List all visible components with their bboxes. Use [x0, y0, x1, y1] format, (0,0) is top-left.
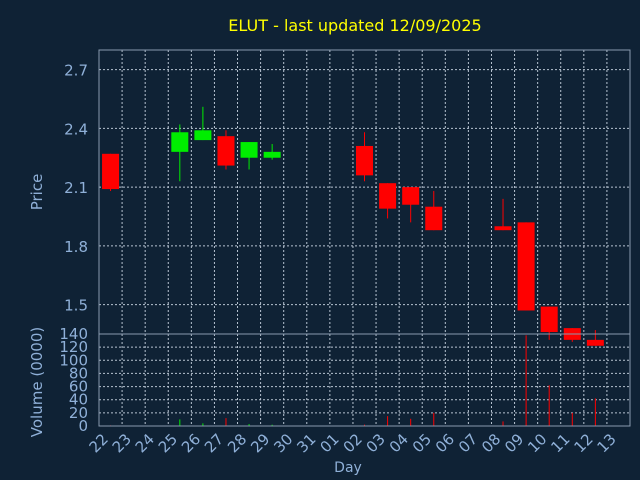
- price-tick-label: 1.8: [64, 238, 88, 256]
- panel-frames: [98, 49, 631, 427]
- candle-body: [240, 142, 258, 158]
- volume-panel-frame: [98, 333, 631, 427]
- volume-tick-label: 40: [69, 391, 88, 409]
- candle-body: [171, 132, 189, 152]
- volume-grid: [99, 333, 630, 427]
- price-tick-label: 2.7: [64, 62, 88, 80]
- price-tick-label: 2.1: [64, 179, 88, 197]
- price-tick-label: 1.5: [64, 297, 88, 315]
- chart-title: ELUT - last updated 12/09/2025: [228, 16, 481, 35]
- x-axis-label: Day: [334, 460, 362, 476]
- candle-body: [263, 151, 281, 158]
- candle-body: [194, 130, 212, 141]
- candle-body: [379, 183, 397, 209]
- candle-body: [102, 153, 120, 190]
- candle-body: [517, 222, 535, 311]
- candle-body: [402, 187, 420, 205]
- candle-body: [356, 145, 373, 176]
- price-tick-label: 2.4: [64, 120, 88, 138]
- volume-tick-label: 20: [69, 404, 88, 422]
- price-grid: [99, 50, 630, 334]
- candle-body: [494, 226, 512, 231]
- candle-body: [217, 136, 235, 166]
- axis-ticks: 2.72.42.11.81.51401201008060402002223242…: [59, 62, 619, 457]
- price-axis-label: Price: [28, 174, 46, 211]
- candle-body: [586, 339, 604, 346]
- price-panel-frame: [98, 49, 631, 335]
- volume-axis-label: Volume (0000): [28, 327, 46, 437]
- volume-tick-label: 0: [78, 417, 88, 435]
- volume-tick-label: 140: [59, 325, 88, 343]
- candle-body: [540, 306, 558, 333]
- volume-tick-label: 100: [59, 351, 88, 369]
- candles: [102, 106, 604, 346]
- volume-bars: [110, 335, 596, 426]
- volume-tick-label: 120: [59, 338, 88, 356]
- day-tick-label: 13: [594, 430, 620, 456]
- candle-body: [425, 206, 443, 231]
- volume-tick-label: 60: [69, 378, 88, 396]
- volume-tick-label: 80: [69, 364, 88, 382]
